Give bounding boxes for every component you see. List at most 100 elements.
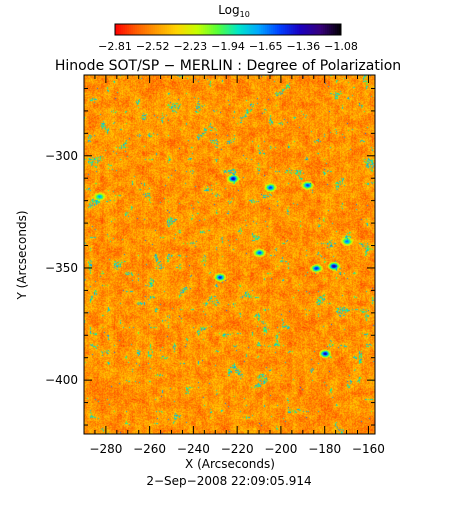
y-axis: −300 −350 −400 — [45, 87, 375, 426]
colorbar-segment — [261, 24, 264, 35]
colorbar-segment — [201, 24, 204, 35]
colorbar-segment — [189, 24, 192, 35]
colorbar-segment — [129, 24, 132, 35]
colorbar-segment — [119, 24, 122, 35]
colorbar-segment — [115, 24, 118, 35]
colorbar-segment — [297, 24, 300, 35]
x-tick-label: −260 — [133, 442, 166, 456]
colorbar-segment — [151, 24, 154, 35]
colorbar-segment — [319, 24, 322, 35]
colorbar-segment — [157, 24, 160, 35]
colorbar-segment — [267, 24, 270, 35]
colorbar-segment — [127, 24, 130, 35]
colorbar-segment — [187, 24, 190, 35]
colorbar-segment — [117, 24, 120, 35]
colorbar-segment — [169, 24, 172, 35]
chart-title: Hinode SOT/SP − MERLIN : Degree of Polar… — [55, 58, 401, 74]
colorbar-segment — [121, 24, 124, 35]
colorbar-segment — [199, 24, 202, 35]
x-tick-label: −220 — [221, 442, 254, 456]
colorbar-segment — [155, 24, 158, 35]
x-tick-label: −240 — [177, 442, 210, 456]
colorbar-segment — [131, 24, 134, 35]
colorbar-segment — [259, 24, 262, 35]
polarization-map-image — [84, 75, 375, 434]
colorbar-segment — [265, 24, 268, 35]
colorbar-segment — [239, 24, 242, 35]
colorbar-segment — [215, 24, 218, 35]
colorbar-segment — [195, 24, 198, 35]
colorbar-segment — [285, 24, 288, 35]
colorbar-segment — [273, 24, 276, 35]
colorbar-segment — [123, 24, 126, 35]
colorbar-segment — [171, 24, 174, 35]
colorbar-tick-label: −1.94 — [211, 40, 245, 53]
colorbar-segment — [263, 24, 266, 35]
colorbar-segment — [143, 24, 146, 35]
colorbar-title: Log10 — [218, 3, 250, 19]
colorbar-segment — [205, 24, 208, 35]
colorbar-segment — [191, 24, 194, 35]
colorbar-frame — [114, 23, 342, 36]
colorbar-segment — [311, 24, 314, 35]
colorbar-segment — [217, 24, 220, 35]
colorbar-segment — [293, 24, 296, 35]
colorbar-segment — [223, 24, 226, 35]
colorbar-segment — [133, 24, 136, 35]
colorbar-segment — [227, 24, 230, 35]
colorbar-segment — [299, 24, 302, 35]
x-axis: −280 −260 −240 −220 −200 −180 −160 — [89, 75, 385, 456]
colorbar-segment — [329, 24, 332, 35]
colorbar-segment — [317, 24, 320, 35]
colorbar-segment — [323, 24, 326, 35]
colorbar-segment — [269, 24, 272, 35]
colorbar-segment — [183, 24, 186, 35]
colorbar-segment — [313, 24, 316, 35]
colorbar-segment — [309, 24, 312, 35]
colorbar-segment — [235, 24, 238, 35]
colorbar-segment — [283, 24, 286, 35]
colorbar-segment — [281, 24, 284, 35]
x-tick-label: −180 — [308, 442, 341, 456]
colorbar-segment — [179, 24, 182, 35]
colorbar-segment — [125, 24, 128, 35]
colorbar-tick-label: −2.81 — [98, 40, 132, 53]
colorbar-segment — [339, 24, 342, 35]
colorbar-segment — [225, 24, 228, 35]
x-axis-label: X (Arcseconds) — [185, 457, 275, 471]
colorbar-segment — [177, 24, 180, 35]
colorbar-segment — [245, 24, 248, 35]
colorbar-gradient — [115, 24, 342, 35]
colorbar-segment — [211, 24, 214, 35]
colorbar-segment — [279, 24, 282, 35]
colorbar-segment — [213, 24, 216, 35]
colorbar-segment — [145, 24, 148, 35]
colorbar-segment — [233, 24, 236, 35]
colorbar-segment — [167, 24, 170, 35]
colorbar-segment — [327, 24, 330, 35]
colorbar-segment — [203, 24, 206, 35]
colorbar-segment — [165, 24, 168, 35]
colorbar-segment — [291, 24, 294, 35]
colorbar-segment — [307, 24, 310, 35]
colorbar-segment — [331, 24, 334, 35]
colorbar-segment — [249, 24, 252, 35]
colorbar-segment — [277, 24, 280, 35]
colorbar-segment — [315, 24, 318, 35]
colorbar-segment — [137, 24, 140, 35]
y-axis-label: Y (Arcseconds) — [15, 210, 29, 300]
colorbar-segment — [247, 24, 250, 35]
colorbar-segment — [159, 24, 162, 35]
colorbar-segment — [221, 24, 224, 35]
colorbar-segment — [303, 24, 306, 35]
colorbar-segment — [257, 24, 260, 35]
colorbar-segment — [161, 24, 164, 35]
colorbar-segment — [149, 24, 152, 35]
colorbar-segment — [289, 24, 292, 35]
colorbar-segment — [197, 24, 200, 35]
colorbar-tick-label: −2.23 — [173, 40, 207, 53]
colorbar-segment — [305, 24, 308, 35]
colorbar-segment — [185, 24, 188, 35]
